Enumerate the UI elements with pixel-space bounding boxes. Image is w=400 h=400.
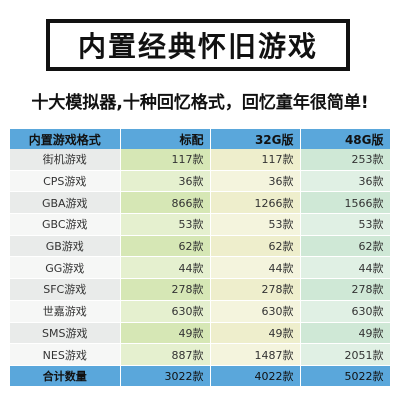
row-format-name: NES游戏 xyxy=(10,343,121,366)
game-format-table: 内置游戏格式 标配 32G版 48G版 街机游戏 117款 117款 253款 … xyxy=(10,129,391,387)
cell-48g: 44款 xyxy=(300,256,391,280)
cell-48g: 62款 xyxy=(300,235,391,258)
cell-32g: 36款 xyxy=(210,170,301,193)
page-subtitle: 十大模拟器,十种回忆格式，回忆童年很简单! xyxy=(31,92,369,113)
cell-32g: 630款 xyxy=(210,300,301,323)
column-header-format: 内置游戏格式 xyxy=(10,129,121,149)
cell-32g: 49款 xyxy=(210,322,301,345)
table-row: 世嘉游戏 630款 630款 630款 xyxy=(10,300,391,323)
cell-32g: 117款 xyxy=(210,149,301,171)
table-row: GG游戏 44款 44款 44款 xyxy=(10,256,391,280)
table-row: GBC游戏 53款 53款 53款 xyxy=(10,213,391,236)
row-format-name: GG游戏 xyxy=(10,256,121,280)
cell-48g: 253款 xyxy=(300,149,391,171)
row-format-name: CPS游戏 xyxy=(10,170,121,193)
cell-48g: 630款 xyxy=(300,300,391,323)
cell-standard: 36款 xyxy=(120,170,211,193)
cell-48g: 36款 xyxy=(300,170,391,193)
cell-32g: 62款 xyxy=(210,235,301,258)
cell-standard: 62款 xyxy=(120,235,211,258)
total-label: 合计数量 xyxy=(10,365,121,387)
total-standard: 3022款 xyxy=(120,365,211,387)
cell-standard: 630款 xyxy=(120,300,211,323)
row-format-name: SFC游戏 xyxy=(10,278,121,301)
table-total-row: 合计数量 3022款 4022款 5022款 xyxy=(10,365,391,387)
page-title: 内置经典怀旧游戏 xyxy=(46,19,350,71)
cell-32g: 53款 xyxy=(210,213,301,236)
total-32g: 4022款 xyxy=(210,365,301,387)
row-format-name: GBC游戏 xyxy=(10,213,121,236)
cell-32g: 278款 xyxy=(210,278,301,301)
cell-standard: 887款 xyxy=(120,343,211,366)
table-row: SFC游戏 278款 278款 278款 xyxy=(10,278,391,301)
cell-standard: 53款 xyxy=(120,213,211,236)
row-format-name: 世嘉游戏 xyxy=(10,300,121,323)
row-format-name: GB游戏 xyxy=(10,235,121,258)
cell-standard: 866款 xyxy=(120,191,211,215)
column-header-32g: 32G版 xyxy=(210,129,301,149)
table-row: SMS游戏 49款 49款 49款 xyxy=(10,322,391,345)
table-row: GBA游戏 866款 1266款 1566款 xyxy=(10,191,391,215)
table-row: GB游戏 62款 62款 62款 xyxy=(10,235,391,258)
cell-48g: 2051款 xyxy=(300,343,391,366)
row-format-name: 街机游戏 xyxy=(10,149,121,171)
cell-32g: 1266款 xyxy=(210,191,301,215)
row-format-name: SMS游戏 xyxy=(10,322,121,345)
column-header-48g: 48G版 xyxy=(300,129,391,149)
total-48g: 5022款 xyxy=(300,365,391,387)
cell-48g: 53款 xyxy=(300,213,391,236)
cell-standard: 49款 xyxy=(120,322,211,345)
table-row: 街机游戏 117款 117款 253款 xyxy=(10,149,391,171)
cell-48g: 278款 xyxy=(300,278,391,301)
table-header-row: 内置游戏格式 标配 32G版 48G版 xyxy=(10,129,391,149)
table-row: NES游戏 887款 1487款 2051款 xyxy=(10,343,391,366)
table-row: CPS游戏 36款 36款 36款 xyxy=(10,170,391,193)
cell-32g: 44款 xyxy=(210,256,301,280)
cell-standard: 278款 xyxy=(120,278,211,301)
cell-standard: 117款 xyxy=(120,149,211,171)
cell-standard: 44款 xyxy=(120,256,211,280)
cell-48g: 49款 xyxy=(300,322,391,345)
cell-48g: 1566款 xyxy=(300,191,391,215)
row-format-name: GBA游戏 xyxy=(10,191,121,215)
column-header-standard: 标配 xyxy=(120,129,211,149)
cell-32g: 1487款 xyxy=(210,343,301,366)
